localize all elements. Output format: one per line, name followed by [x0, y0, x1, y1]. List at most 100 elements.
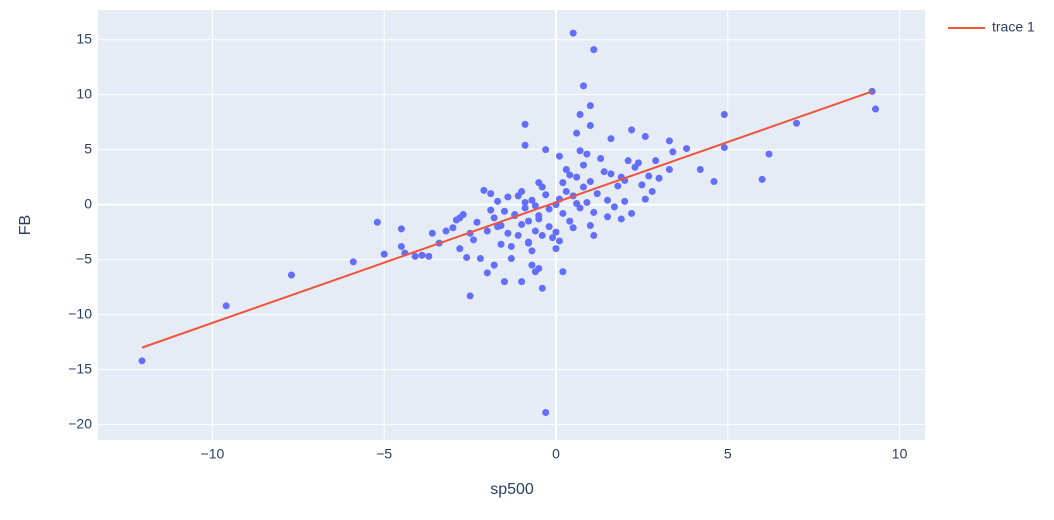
point: [576, 147, 584, 155]
x-axis-title: sp500: [490, 481, 534, 498]
point: [518, 187, 526, 195]
trend-line: [141, 90, 873, 349]
point: [487, 206, 495, 214]
plot-area: [98, 10, 925, 440]
point: [631, 163, 639, 171]
y-tick-label: 10: [76, 85, 92, 101]
x-tick-label: 10: [892, 446, 908, 462]
point: [566, 217, 574, 225]
y-tick-label: 15: [76, 30, 92, 46]
point: [569, 224, 577, 232]
point: [793, 119, 801, 127]
point: [604, 196, 612, 204]
point: [521, 204, 529, 212]
point: [590, 231, 598, 239]
point: [518, 278, 526, 286]
point: [521, 141, 529, 149]
point: [497, 222, 505, 230]
point: [418, 251, 426, 259]
point: [500, 278, 508, 286]
point: [425, 252, 433, 260]
point: [497, 240, 505, 248]
point: [483, 227, 491, 235]
point: [538, 284, 546, 292]
point: [765, 150, 773, 158]
point: [758, 175, 766, 183]
point: [528, 196, 536, 204]
point: [645, 172, 653, 180]
point: [531, 202, 539, 210]
point: [579, 183, 587, 191]
point: [555, 237, 563, 245]
x-tick-label: −10: [201, 446, 225, 462]
point: [669, 148, 677, 156]
point: [456, 214, 464, 222]
point: [665, 165, 673, 173]
point: [872, 105, 880, 113]
y-tick-label: −20: [68, 415, 92, 431]
point: [607, 135, 615, 143]
legend-label: trace 1: [992, 19, 1035, 35]
point: [507, 255, 515, 263]
point: [586, 178, 594, 186]
point: [600, 168, 608, 176]
x-tick-label: −5: [376, 446, 392, 462]
y-tick-label: −10: [68, 305, 92, 321]
point: [638, 181, 646, 189]
point: [652, 157, 660, 165]
point: [545, 223, 553, 231]
point: [490, 214, 498, 222]
point: [614, 182, 622, 190]
point: [610, 203, 618, 211]
point: [621, 197, 629, 205]
point: [487, 190, 495, 198]
point: [641, 195, 649, 203]
point: [593, 190, 601, 198]
point: [514, 231, 522, 239]
point: [483, 269, 491, 277]
point: [590, 46, 598, 54]
point: [521, 120, 529, 128]
point: [628, 126, 636, 134]
point: [549, 234, 557, 242]
point: [538, 231, 546, 239]
point: [586, 102, 594, 110]
point: [490, 261, 498, 269]
point: [573, 200, 581, 208]
point: [720, 143, 728, 151]
point: [397, 242, 405, 250]
point: [624, 157, 632, 165]
point: [138, 357, 146, 365]
x-tick-label: 0: [552, 446, 560, 462]
point: [683, 145, 691, 153]
point: [373, 218, 381, 226]
point: [607, 170, 615, 178]
point: [504, 229, 512, 237]
point: [535, 212, 543, 220]
point: [552, 245, 560, 253]
point: [470, 236, 478, 244]
point: [552, 228, 560, 236]
point: [442, 227, 450, 235]
y-tick-label: 0: [84, 195, 92, 211]
x-tick-label: 5: [724, 446, 732, 462]
point: [628, 209, 636, 217]
point: [380, 250, 388, 258]
point: [518, 220, 526, 228]
point: [562, 187, 570, 195]
point: [411, 252, 419, 260]
point: [545, 205, 553, 213]
point: [349, 258, 357, 266]
point: [528, 261, 536, 269]
point: [566, 171, 574, 179]
point: [583, 150, 591, 158]
point: [579, 161, 587, 169]
point: [397, 225, 405, 233]
y-tick-label: −15: [68, 360, 92, 376]
point: [720, 110, 728, 118]
point: [586, 121, 594, 129]
point: [542, 146, 550, 154]
point: [559, 179, 567, 187]
point: [525, 238, 533, 246]
